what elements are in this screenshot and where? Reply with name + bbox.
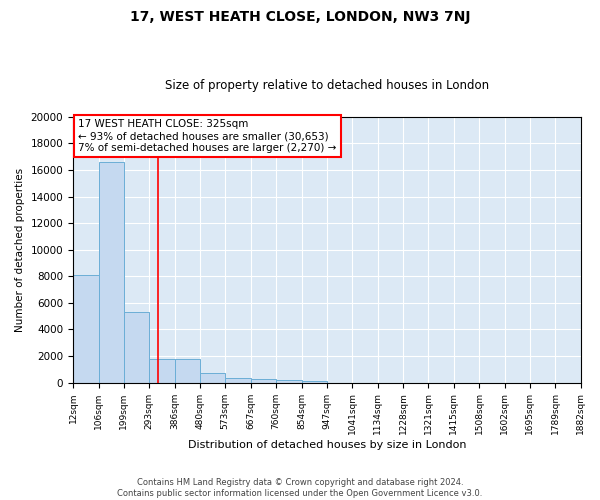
Bar <box>276 380 302 382</box>
Bar <box>302 380 327 382</box>
Text: 17, WEST HEATH CLOSE, LONDON, NW3 7NJ: 17, WEST HEATH CLOSE, LONDON, NW3 7NJ <box>130 10 470 24</box>
Bar <box>98 162 124 382</box>
Bar <box>73 275 98 382</box>
X-axis label: Distribution of detached houses by size in London: Distribution of detached houses by size … <box>188 440 466 450</box>
Title: Size of property relative to detached houses in London: Size of property relative to detached ho… <box>165 79 489 92</box>
Y-axis label: Number of detached properties: Number of detached properties <box>15 168 25 332</box>
Bar <box>225 378 251 382</box>
Bar <box>149 358 175 382</box>
Bar <box>175 360 200 382</box>
Text: 17 WEST HEATH CLOSE: 325sqm
← 93% of detached houses are smaller (30,653)
7% of : 17 WEST HEATH CLOSE: 325sqm ← 93% of det… <box>78 120 337 152</box>
Text: Contains HM Land Registry data © Crown copyright and database right 2024.
Contai: Contains HM Land Registry data © Crown c… <box>118 478 482 498</box>
Bar <box>200 374 225 382</box>
Bar <box>251 380 276 382</box>
Bar <box>124 312 149 382</box>
